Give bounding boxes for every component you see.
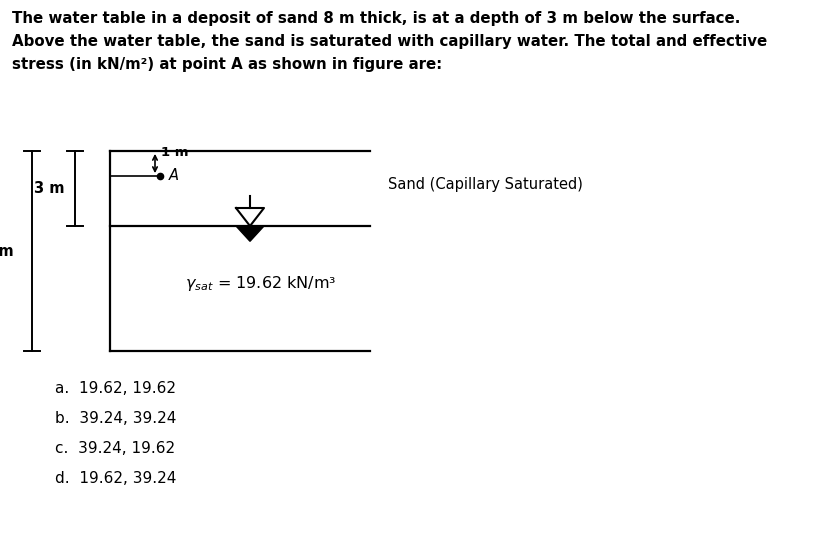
Text: A: A <box>169 168 179 183</box>
Text: $\mathit{\gamma}_{sat}$ = 19.62 kN/m³: $\mathit{\gamma}_{sat}$ = 19.62 kN/m³ <box>185 274 337 293</box>
Text: stress (in kN/m²) at point A as shown in figure are:: stress (in kN/m²) at point A as shown in… <box>12 57 442 72</box>
Text: 3 m: 3 m <box>35 181 65 196</box>
Text: Sand (Capillary Saturated): Sand (Capillary Saturated) <box>388 177 583 192</box>
Text: d.  19.62, 39.24: d. 19.62, 39.24 <box>55 471 177 486</box>
Text: a.  19.62, 19.62: a. 19.62, 19.62 <box>55 381 176 396</box>
Text: c.  39.24, 19.62: c. 39.24, 19.62 <box>55 441 175 456</box>
Text: 8 m: 8 m <box>0 244 14 259</box>
Text: b.  39.24, 39.24: b. 39.24, 39.24 <box>55 411 177 426</box>
Text: 1 m: 1 m <box>161 146 188 160</box>
Polygon shape <box>236 226 264 241</box>
Text: Above the water table, the sand is saturated with capillary water. The total and: Above the water table, the sand is satur… <box>12 34 767 49</box>
Text: The water table in a deposit of sand 8 m thick, is at a depth of 3 m below the s: The water table in a deposit of sand 8 m… <box>12 11 740 26</box>
